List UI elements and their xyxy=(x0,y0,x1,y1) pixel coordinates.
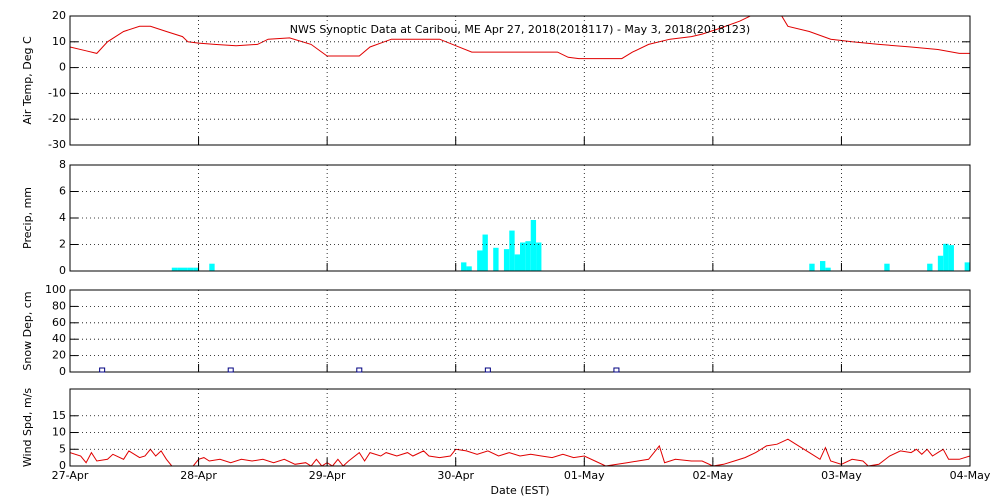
bar xyxy=(948,245,954,271)
x-tick-label: 02-May xyxy=(692,469,733,482)
plot-area xyxy=(70,16,970,60)
x-tick-label: 28-Apr xyxy=(180,469,217,482)
x-tick-label: 04-May xyxy=(950,469,991,482)
x-tick-label: 01-May xyxy=(564,469,605,482)
y-tick-label: -30 xyxy=(48,138,66,151)
bar xyxy=(943,243,949,271)
point xyxy=(484,367,491,373)
bar xyxy=(482,234,488,271)
bar xyxy=(182,267,188,271)
y-tick-label: 0 xyxy=(59,264,66,277)
y-tick-label: 2 xyxy=(59,238,66,251)
y-tick-label: 4 xyxy=(59,211,66,224)
bar xyxy=(927,263,933,271)
y-tick-label: 20 xyxy=(52,349,66,362)
bar xyxy=(509,230,515,271)
y-tick-label: 6 xyxy=(59,185,66,198)
bar xyxy=(525,241,531,271)
bar xyxy=(825,267,831,271)
bar xyxy=(964,262,970,271)
bar xyxy=(171,267,178,271)
bar xyxy=(520,242,526,271)
bar xyxy=(193,267,199,271)
plot-area xyxy=(70,438,970,466)
y-tick-label: 100 xyxy=(45,283,66,296)
bar xyxy=(466,266,472,271)
y-tick-label: 8 xyxy=(59,158,66,171)
y-tick-label: 40 xyxy=(52,332,66,345)
y-tick-label: 15 xyxy=(52,409,66,422)
bar xyxy=(461,262,467,271)
y-axis-label: Precip, mm xyxy=(21,187,34,249)
y-tick-label: 5 xyxy=(59,442,66,455)
y-tick-label: 80 xyxy=(52,299,66,312)
y-tick-label: 0 xyxy=(59,459,66,472)
y-tick-label: 20 xyxy=(52,9,66,22)
y-axis-label: Air Temp, Deg C xyxy=(21,36,34,125)
y-tick-label: 60 xyxy=(52,316,66,329)
bar xyxy=(187,267,194,271)
y-axis-label: Snow Dep, cm xyxy=(21,291,34,370)
series-line xyxy=(70,438,970,466)
bar xyxy=(937,255,944,271)
plot-area xyxy=(171,219,970,271)
bar xyxy=(493,247,499,271)
y-tick-label: 10 xyxy=(52,426,66,439)
y-axis-label: Wind Spd, m/s xyxy=(21,388,34,468)
bar xyxy=(477,250,483,271)
series-line xyxy=(70,16,970,60)
x-axis-label: Date (EST) xyxy=(490,484,549,497)
y-tick-label: 0 xyxy=(59,365,66,378)
x-tick-label: 30-Apr xyxy=(437,469,474,482)
bar xyxy=(209,263,215,271)
y-tick-label: -20 xyxy=(48,112,66,125)
point xyxy=(227,367,234,373)
point xyxy=(99,367,106,373)
plot-frame xyxy=(69,388,971,467)
x-tick-label: 03-May xyxy=(821,469,862,482)
bar xyxy=(536,242,542,271)
plot-frame xyxy=(69,15,971,146)
bar xyxy=(820,261,826,271)
x-tick-label: 27-Apr xyxy=(52,469,89,482)
bar xyxy=(514,254,520,271)
bar xyxy=(530,219,537,271)
bar xyxy=(809,263,815,271)
bar xyxy=(177,267,183,271)
point xyxy=(356,367,363,373)
y-tick-label: 10 xyxy=(52,35,66,48)
x-tick-label: 29-Apr xyxy=(309,469,346,482)
y-tick-label: -10 xyxy=(48,86,66,99)
plot-frame xyxy=(69,289,971,373)
bar xyxy=(884,263,890,271)
bar xyxy=(503,249,510,271)
y-tick-label: 0 xyxy=(59,61,66,74)
plot-frame xyxy=(69,164,971,272)
point xyxy=(613,367,620,373)
chart-title: NWS Synoptic Data at Caribou, ME Apr 27,… xyxy=(290,23,750,36)
